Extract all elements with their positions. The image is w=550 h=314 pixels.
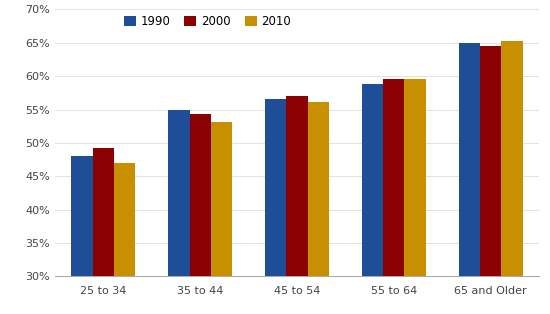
Bar xyxy=(404,79,426,276)
Bar xyxy=(307,101,329,276)
Bar xyxy=(362,84,383,276)
Bar xyxy=(211,122,232,276)
Bar xyxy=(168,110,190,276)
Bar xyxy=(190,114,211,276)
Bar xyxy=(265,100,287,276)
Bar xyxy=(480,46,501,276)
Bar xyxy=(501,41,522,276)
Legend: 1990, 2000, 2010: 1990, 2000, 2010 xyxy=(124,15,291,28)
Bar xyxy=(72,156,93,276)
Bar xyxy=(459,43,480,276)
Bar xyxy=(114,163,135,276)
Bar xyxy=(93,148,114,276)
Bar xyxy=(287,96,307,276)
Bar xyxy=(383,79,404,276)
